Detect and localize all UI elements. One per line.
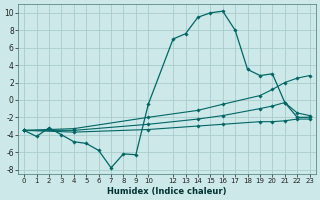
X-axis label: Humidex (Indice chaleur): Humidex (Indice chaleur)	[107, 187, 227, 196]
